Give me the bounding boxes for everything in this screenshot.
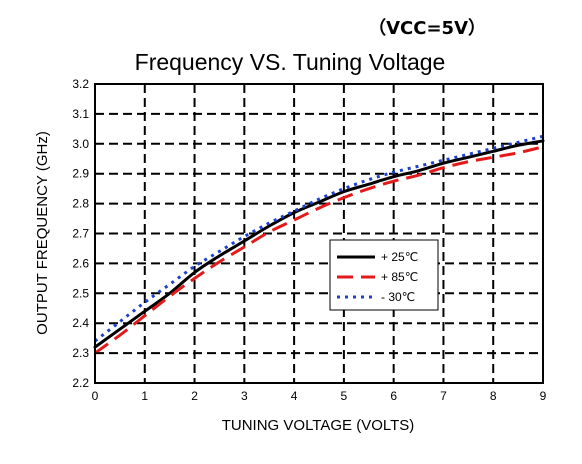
legend-label-3: - 30℃ xyxy=(381,290,415,304)
x-tick-label: 0 xyxy=(92,389,99,403)
x-tick-label: 6 xyxy=(390,389,397,403)
y-tick-label: 2.4 xyxy=(72,316,89,330)
x-tick-label: 5 xyxy=(341,389,348,403)
y-tick-label: 2.5 xyxy=(72,286,89,300)
chart-subtitle: （VCC=5V） xyxy=(368,18,486,39)
y-tick-label: 2.9 xyxy=(72,167,89,181)
grid-lines xyxy=(95,84,543,383)
y-tick-label: 2.7 xyxy=(72,227,89,241)
x-tick-label: 1 xyxy=(141,389,148,403)
y-tick-label: 3.0 xyxy=(72,137,89,151)
y-tick-label: 2.2 xyxy=(72,376,89,390)
y-tick-label: 2.6 xyxy=(72,256,89,270)
x-tick-label: 9 xyxy=(540,389,547,403)
x-tick-label: 3 xyxy=(241,389,248,403)
y-tick-labels: 2.2 2.3 2.4 2.5 2.6 2.7 2.8 2.9 3.0 3.1 3.2 xyxy=(72,77,89,390)
y-tick-label: 3.2 xyxy=(72,77,89,91)
legend-label-2: + 85℃ xyxy=(381,270,418,284)
legend: + 25℃ + 85℃ - 30℃ xyxy=(329,239,439,311)
x-tick-label: 2 xyxy=(191,389,198,403)
y-tick-label: 2.8 xyxy=(72,197,89,211)
x-tick-label: 7 xyxy=(440,389,447,403)
chart-title: Frequency VS. Tuning Voltage xyxy=(135,49,446,75)
series-lines xyxy=(93,134,545,355)
series-line-3 xyxy=(94,134,544,343)
x-tick-label: 4 xyxy=(291,389,298,403)
y-tick-label: 3.1 xyxy=(72,107,89,121)
axis-ticks xyxy=(94,83,544,384)
x-axis-label: TUNING VOLTAGE (VOLTS) xyxy=(222,417,415,434)
y-tick-label: 2.3 xyxy=(72,346,89,360)
y-axis-label: OUTPUT FREQUENCY (GHz) xyxy=(34,131,51,335)
x-tick-label: 8 xyxy=(490,389,497,403)
legend-label-1: + 25℃ xyxy=(381,250,418,264)
x-tick-labels: 0 1 2 3 4 5 6 7 8 9 xyxy=(92,389,547,403)
series-line-2 xyxy=(94,145,544,355)
series-line-1 xyxy=(93,139,545,349)
